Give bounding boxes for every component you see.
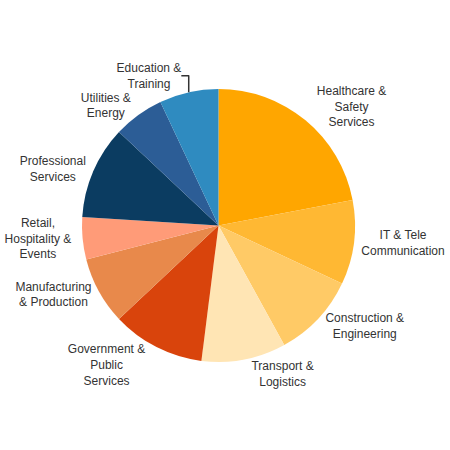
svg-text:Government &PublicServices: Government &PublicServices (68, 342, 145, 387)
svg-text:Utilities &Energy: Utilities &Energy (81, 91, 131, 121)
svg-text:ProfessionalServices: ProfessionalServices (20, 154, 86, 184)
svg-text:Healthcare &SafetyServices: Healthcare &SafetyServices (317, 84, 386, 129)
svg-text:Retail,Hospitality &Events: Retail,Hospitality &Events (5, 216, 72, 261)
svg-text:Manufacturing& Production: Manufacturing& Production (15, 280, 91, 310)
svg-text:Transport &Logistics: Transport &Logistics (251, 359, 313, 389)
svg-text:IT & TeleCommunication: IT & TeleCommunication (361, 228, 444, 258)
svg-text:Education &Training: Education &Training (117, 61, 182, 91)
svg-text:Construction &Engineering: Construction &Engineering (325, 311, 404, 341)
